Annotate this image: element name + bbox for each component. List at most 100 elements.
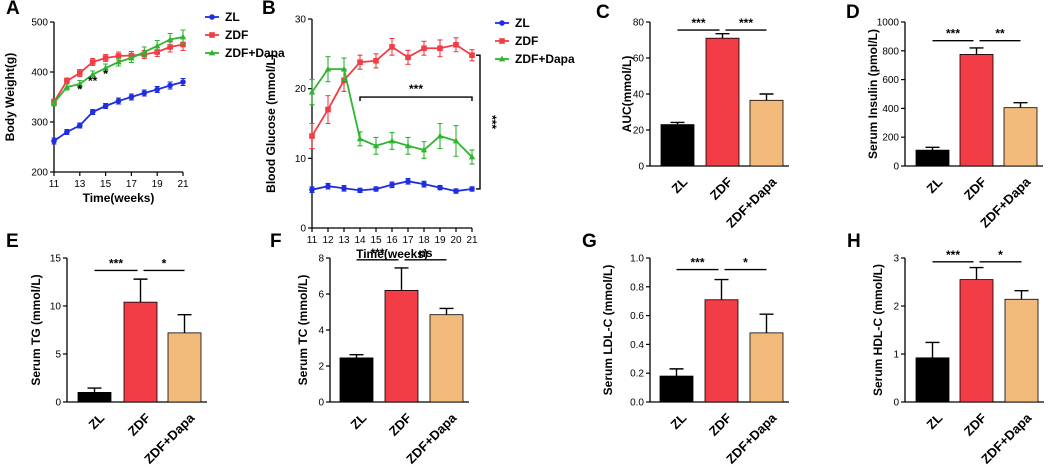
significance-label: *** [109,256,123,270]
panel-label: D [846,2,860,23]
y-axis-label: Blood Glucose (mmol/L) [264,54,278,193]
series-line [53,81,184,142]
y-tick-label: 200 [882,133,899,144]
category-label: ZL [924,410,946,432]
y-tick-label: 40 [633,90,645,101]
dapa-point [63,83,71,90]
zdf-point [421,45,427,52]
bar-zdf-dapa [749,332,784,403]
zdf-point [77,70,83,76]
zdf-point [325,106,331,113]
panel-label: H [847,231,861,252]
significance-label: *** [370,246,384,260]
zl-point [357,187,363,194]
category-label: ZDF [961,174,990,203]
category-label: ZDF [386,410,415,439]
x-tick-label: 19 [152,179,164,190]
dapa-point [179,33,187,40]
series-zl [309,177,475,194]
y-tick-label: 8 [318,254,324,265]
y-axis-label: Serum Insulin (pmol/L) [866,29,880,159]
error-bar [1014,289,1029,300]
x-tick-label: 17 [402,235,414,246]
error-bar [177,313,192,333]
zl-point [77,122,83,129]
error-bar [969,47,984,55]
zl-point [341,185,347,192]
error-bar [714,278,729,300]
significance-label: * [162,256,167,270]
panel-label: A [6,0,20,19]
bar-zl [915,149,950,167]
category-label: ZDF [707,174,736,203]
series-zdf-dapa [308,56,476,165]
zl-point [373,186,379,192]
series-zdf-dapa [50,29,187,107]
x-tick-label: 11 [49,179,60,190]
panel-label: E [6,231,19,252]
significance-label: ** [995,27,1005,41]
legend-label: ZL [225,10,240,24]
zdf-point [209,32,215,38]
error-bar [439,307,454,315]
y-tick-label: 15 [50,254,62,265]
panel-label: F [270,231,282,252]
zdf-point [89,59,96,65]
dapa-point [404,142,412,149]
legend-label: ZDF+Dapa [515,52,575,66]
category-label: ZL [669,174,691,196]
y-tick-label: 5 [55,350,61,361]
error-bar [394,267,409,291]
y-axis-label: Serum LDL-C (mmol/L) [601,265,615,396]
panel-label: B [262,0,276,19]
category-label: ZDF [125,410,154,439]
bar-zl [339,357,374,403]
dapa-point [50,99,58,106]
series-zl [51,77,186,145]
zdf-point [437,45,443,52]
zl-point [128,94,135,100]
zl-point [309,186,315,193]
y-tick-label: 20 [295,84,307,95]
y-tick-label: 0.2 [630,369,644,380]
category-label: ZDF [706,410,735,439]
error-bar [349,353,364,358]
significance-label: ns [418,246,432,260]
error-bar [759,313,774,333]
category-label: ZL [86,410,108,432]
dapa-point [128,54,135,61]
x-tick-label: 15 [100,179,112,190]
dapa-point [436,132,444,139]
bar-zdf [123,301,158,403]
significance-label: *** [946,27,960,41]
error-bar [925,341,940,358]
y-tick-label: 600 [882,75,899,86]
significance-label: * [77,83,82,97]
y-tick-label: 20 [633,126,645,137]
dapa-point [452,137,460,144]
dapa-point [89,71,96,77]
y-axis-label: AUC(mmol/L) [620,56,634,133]
x-tick-label: 14 [354,235,366,246]
zl-point [89,109,96,115]
zl-point [209,14,215,20]
zdf-point [115,53,122,59]
y-tick-label: 0 [893,162,899,173]
significance-label: ** [88,74,98,88]
dapa-point [308,88,316,95]
zdf-point [373,58,379,64]
zdf-point [357,59,363,65]
bar-zdf [959,54,994,167]
y-tick-label: 0.0 [630,398,644,409]
zdf-point [102,55,109,61]
y-axis-label: Serum HDL-C (mmol/L) [871,264,885,396]
category-label: ZL [668,410,690,432]
series-line [53,36,184,104]
zl-point [102,103,109,109]
legend: ZL ZDF ZDF+Dapa [495,16,575,66]
x-tick-label: 11 [307,235,318,246]
zdf-point [389,44,395,50]
x-tick-label: 13 [338,235,350,246]
